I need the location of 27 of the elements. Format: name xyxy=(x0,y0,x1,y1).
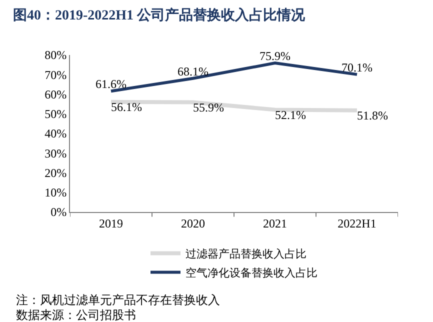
data-label: 56.1% xyxy=(111,100,142,114)
data-label: 75.9% xyxy=(260,49,290,64)
source-note: 数据来源：公司招股书 xyxy=(16,308,136,322)
y-tick-label: 40% xyxy=(44,126,67,141)
data-label: 61.6% xyxy=(96,77,126,92)
line-series xyxy=(109,100,359,112)
y-tick-label: 10% xyxy=(44,186,67,200)
data-label: 52.1% xyxy=(275,108,306,122)
y-tick-label: 80% xyxy=(44,48,67,62)
x-tick-label: 2020 xyxy=(181,216,205,230)
y-tick-label: 0% xyxy=(50,205,67,220)
data-label: 55.9% xyxy=(193,100,224,114)
x-tick-label: 2022H1 xyxy=(338,216,376,230)
text: 注：风机过滤单元产品不存在替换收入 xyxy=(16,293,220,307)
chart-title: 图40：2019-2022H1 公司产品替换收入占比情况 xyxy=(12,6,306,24)
y-tick-label: 70% xyxy=(44,68,67,82)
data-label: 68.1% xyxy=(178,64,208,78)
data-label: 51.8% xyxy=(357,108,388,122)
legend-label: 空气净化设备替换收入占比 xyxy=(186,266,318,280)
y-tick-label: 20% xyxy=(44,166,67,180)
legend-label: 过滤器产品替换收入占比 xyxy=(186,247,306,260)
data-label: 70.1% xyxy=(342,60,372,74)
x-tick-label: 2019 xyxy=(99,216,123,230)
y-tick-label: 60% xyxy=(44,87,67,102)
y-tick-label: 30% xyxy=(44,146,67,160)
y-tick-label: 50% xyxy=(44,107,67,122)
x-tick-label: 2021 xyxy=(263,216,287,230)
